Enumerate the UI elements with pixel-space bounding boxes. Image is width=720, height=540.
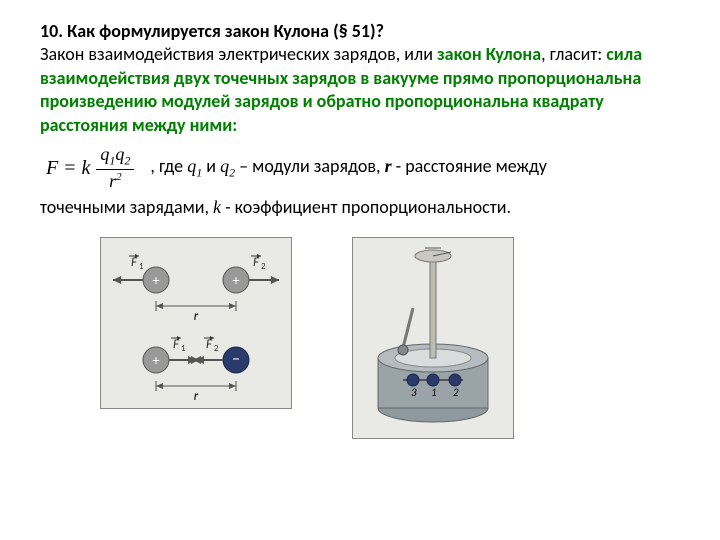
formula-row: F = k q1q2 r2 , где q1 и q2 – модули зар… [40, 141, 680, 196]
text: – модули зарядов, [235, 155, 384, 177]
after-formula: , где q1 и q2 – модули зарядов, r - расс… [150, 155, 547, 181]
svg-text:r: r [194, 389, 199, 404]
var-k: k [213, 197, 221, 217]
text: Закон взаимодействия электрических заряд… [40, 43, 437, 65]
heading: 10. Как формулируется закон Кулона (§ 51… [40, 20, 680, 43]
figures-row: + + F 1 F 2 [100, 237, 680, 439]
svg-text:F: F [173, 337, 180, 352]
equals: = [64, 155, 75, 181]
torsion-svg: 1 2 3 [353, 238, 513, 438]
text: , где [150, 155, 187, 177]
figure-charges: + + F 1 F 2 [100, 237, 292, 409]
var-r: r [385, 156, 392, 176]
paragraph-2: точечными зарядами, k - коэффициент проп… [40, 196, 680, 219]
svg-text:+: + [153, 352, 160, 369]
text: , гласит: [541, 43, 606, 65]
svg-text:2: 2 [453, 386, 459, 399]
svg-text:F: F [206, 337, 213, 352]
var-F: F [46, 155, 58, 181]
svg-text:F: F [253, 255, 260, 270]
q: q [220, 156, 229, 176]
sup-2: 2 [116, 171, 122, 183]
svg-text:1: 1 [139, 261, 144, 272]
svg-text:2: 2 [261, 261, 266, 272]
svg-text:r: r [194, 309, 199, 324]
svg-text:3: 3 [411, 386, 417, 399]
svg-text:2: 2 [214, 343, 219, 354]
charges-svg: + + F 1 F 2 [101, 238, 291, 408]
paragraph-1: Закон взаимодействия электрических заряд… [40, 43, 680, 137]
svg-text:1: 1 [431, 386, 437, 399]
svg-text:1: 1 [181, 343, 186, 354]
svg-text:−: − [232, 350, 240, 369]
var-k: k [82, 155, 91, 181]
text: - коэффициент пропорциональности. [221, 196, 511, 218]
numerator: q1q2 [96, 143, 134, 170]
var-q2: q2 [220, 156, 235, 176]
term-coulomb-law: закон Кулона [437, 43, 541, 65]
text: и [202, 155, 220, 177]
denominator: r2 [105, 170, 126, 193]
coulomb-formula: F = k q1q2 r2 [40, 141, 140, 196]
text: точечными зарядами, [40, 196, 213, 218]
svg-text:+: + [153, 272, 160, 289]
svg-text:+: + [233, 272, 240, 289]
sub-2: 2 [124, 154, 130, 168]
svg-text:F: F [131, 255, 138, 270]
fraction: q1q2 r2 [96, 143, 134, 194]
text: - расстояние между [392, 155, 547, 177]
figure-torsion-balance: 1 2 3 [352, 237, 514, 439]
var-q1: q1 [187, 156, 202, 176]
q: q [187, 156, 196, 176]
